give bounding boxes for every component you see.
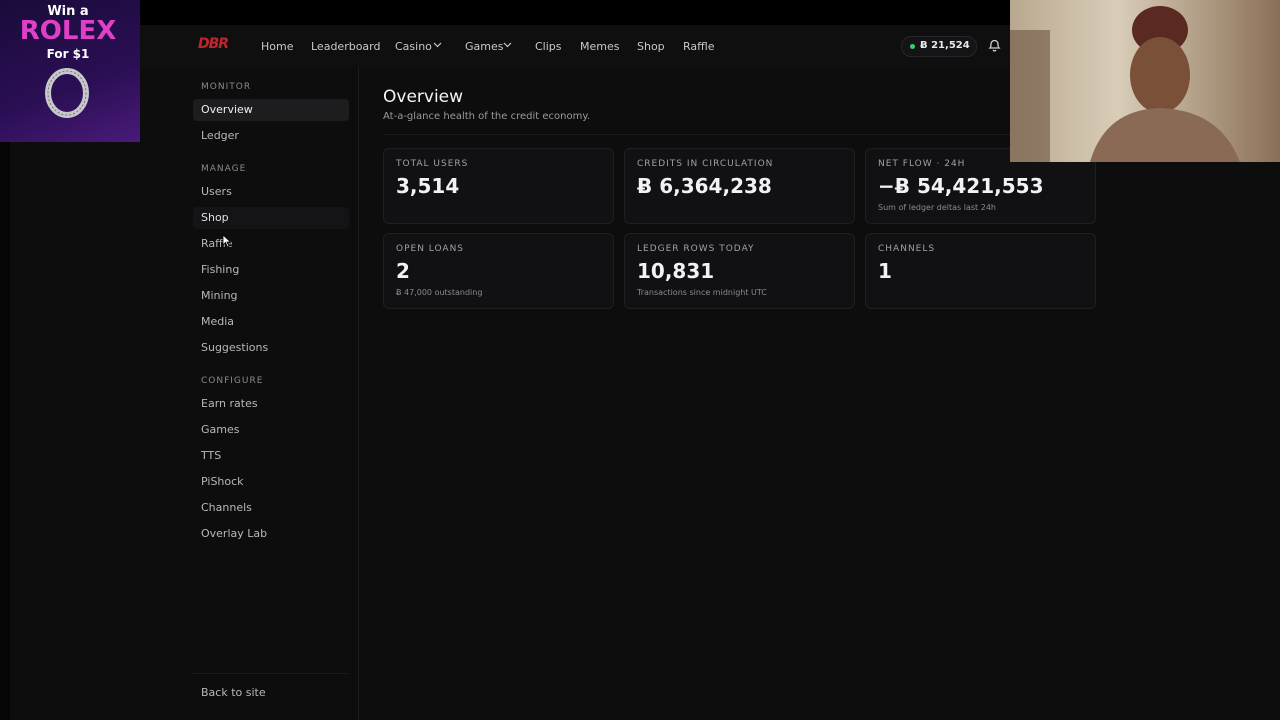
ad-text: Win a (47, 4, 89, 19)
card-note: Ƀ 47,000 outstanding (396, 288, 483, 297)
chevron (433, 42, 442, 48)
balance: Ƀ 21,524 (920, 40, 970, 51)
card-value: −Ƀ 54,421,553 (878, 174, 1044, 198)
sidebar-item[interactable]: Ledger (201, 129, 239, 142)
sidebar-item[interactable]: Raffle (201, 237, 233, 250)
nav-item[interactable]: Home (261, 40, 294, 53)
nav-item[interactable]: Clips (535, 40, 562, 53)
sidebar-border (358, 67, 359, 720)
webcam-image (1010, 6, 1240, 162)
back-link[interactable]: Back to site (201, 686, 266, 699)
cursor (222, 234, 232, 248)
sidebar-item[interactable]: Games (201, 423, 240, 436)
nav-item[interactable]: Memes (580, 40, 620, 53)
card-label: OPEN LOANS (396, 244, 465, 254)
card-label: LEDGER ROWS TODAY (637, 244, 755, 254)
sidebar-item[interactable]: Shop (193, 207, 349, 229)
card-value: 2 (396, 259, 410, 283)
sidebar-item[interactable]: Users (201, 185, 232, 198)
balance-pill[interactable]: Ƀ 21,524 (901, 36, 977, 57)
sidebar-item[interactable]: PiShock (201, 475, 244, 488)
section-title: MONITOR (201, 82, 252, 92)
sidebar-item[interactable]: Earn rates (201, 397, 258, 410)
left-strip (0, 25, 10, 720)
sidebar-item[interactable]: Fishing (201, 263, 240, 276)
card-note: Sum of ledger deltas last 24h (878, 203, 996, 212)
ad-overlay[interactable]: Win a ROLEX For $1 (0, 0, 140, 142)
page-subtitle: At-a-glance health of the credit economy… (383, 111, 590, 122)
nav-item[interactable]: Leaderboard (311, 40, 381, 53)
bell-icon[interactable] (988, 38, 1001, 52)
status-dot (910, 44, 915, 49)
stat-card: CREDITS IN CIRCULATION Ƀ 6,364,238 (624, 148, 855, 224)
card-value: 10,831 (637, 259, 715, 283)
sidebar-item[interactable]: Overlay Lab (201, 527, 268, 540)
divider (383, 134, 1103, 135)
card-value: 3,514 (396, 174, 460, 198)
card-label: NET FLOW · 24H (878, 159, 966, 169)
page-title: Overview (383, 87, 464, 107)
nav-item[interactable]: Shop (637, 40, 665, 53)
sidebar-item[interactable]: Media (201, 315, 235, 328)
stat-card: CHANNELS 1 (865, 233, 1096, 309)
sidebar-item[interactable]: Channels (201, 501, 252, 514)
card-label: CHANNELS (878, 244, 936, 254)
sidebar-item[interactable]: Suggestions (201, 341, 269, 354)
card-label: CREDITS IN CIRCULATION (637, 159, 774, 169)
divider (193, 673, 348, 674)
section-title: MANAGE (201, 164, 247, 174)
card-value: 1 (878, 259, 892, 283)
logo[interactable]: DBR (198, 36, 229, 52)
sidebar-item-active[interactable]: Overview (193, 99, 349, 121)
stat-card: TOTAL USERS 3,514 (383, 148, 614, 224)
stat-card: LEDGER ROWS TODAY 10,831 Transactions si… (624, 233, 855, 309)
section-title: CONFIGURE (201, 376, 264, 386)
card-label: TOTAL USERS (396, 159, 469, 169)
card-value: Ƀ 6,364,238 (637, 174, 772, 198)
ad-brand: ROLEX (19, 16, 117, 46)
sidebar-item[interactable]: Mining (201, 289, 238, 302)
ring-image (45, 68, 89, 118)
card-note: Transactions since midnight UTC (637, 288, 767, 297)
ad-text: For $1 (46, 47, 90, 61)
nav-item[interactable]: Raffle (683, 40, 715, 53)
stat-card: OPEN LOANS 2 Ƀ 47,000 outstanding (383, 233, 614, 309)
nav-item[interactable]: Games (465, 40, 504, 53)
webcam-overlay (1010, 0, 1280, 162)
chevron (503, 42, 512, 48)
sidebar-item[interactable]: TTS (201, 449, 222, 462)
nav-item[interactable]: Casino (395, 40, 432, 53)
